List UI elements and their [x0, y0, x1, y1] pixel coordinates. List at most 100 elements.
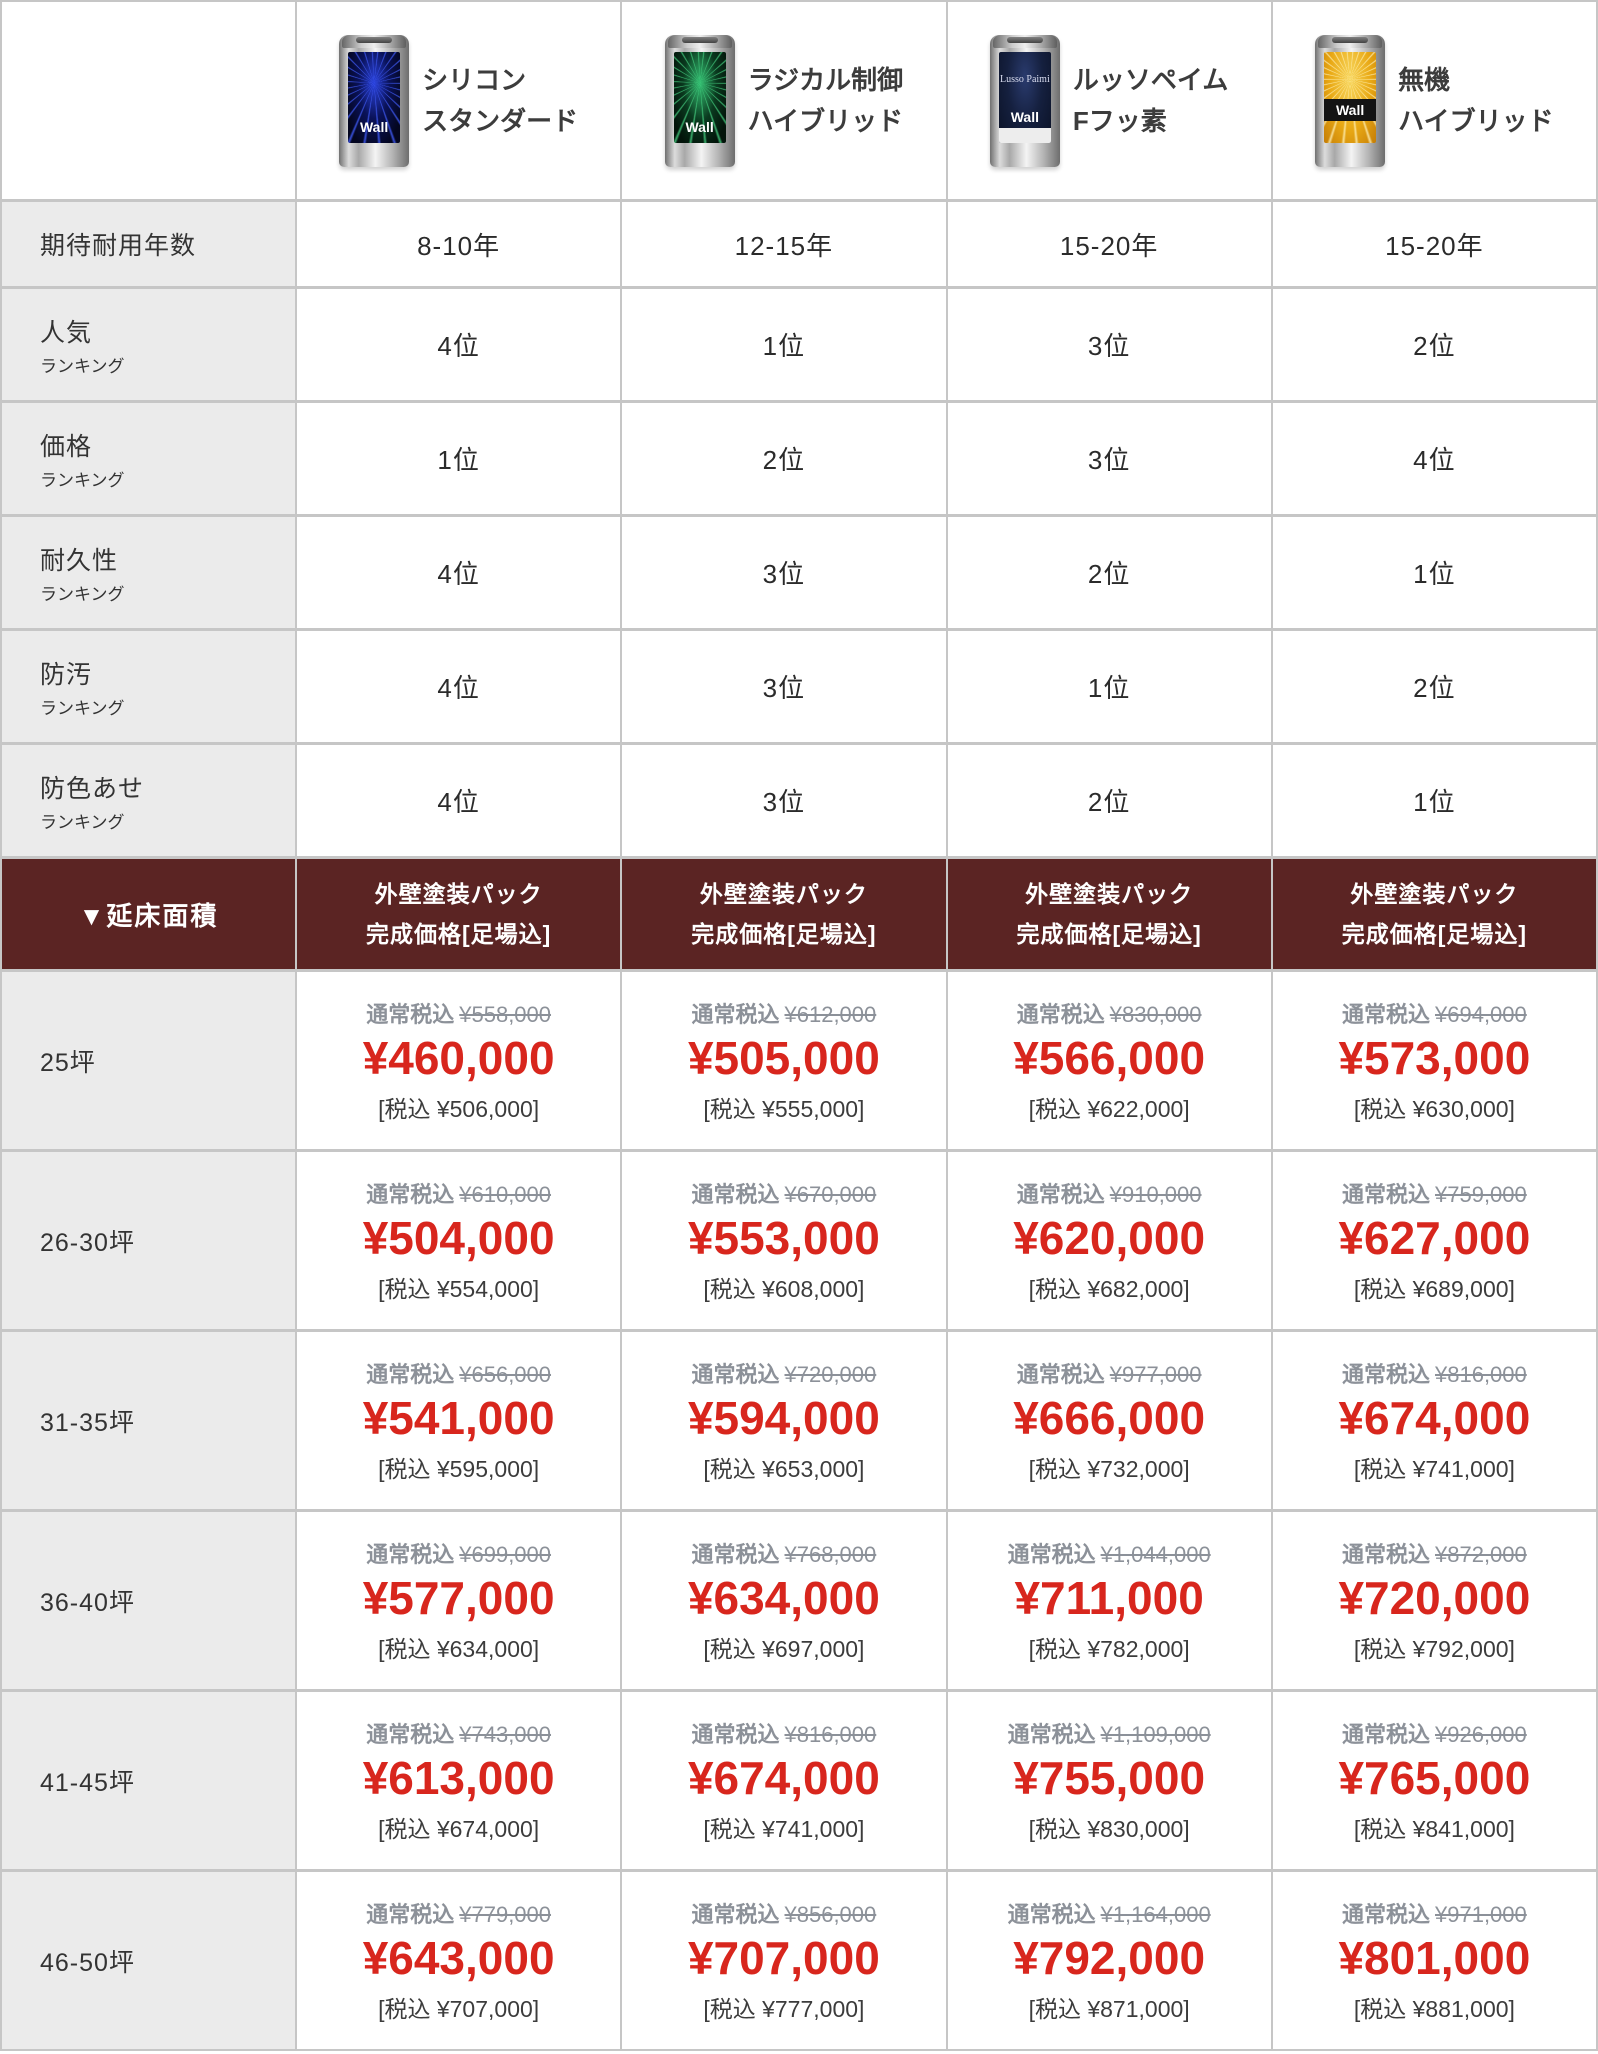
original-price-prefix: 通常税込 [366, 1002, 455, 1028]
tax-included-price: [税込 ¥871,000] [1028, 1995, 1190, 2022]
area-size-label: 31-35坪 [40, 1408, 135, 1437]
spec-value-cell: 4位 [297, 517, 621, 628]
spec-value: 1位 [1413, 559, 1456, 589]
spec-value-cell: 4位 [1272, 403, 1596, 514]
original-price-line: 通常税込 ¥830,000 [1017, 997, 1202, 1029]
original-price-prefix: 通常税込 [366, 1362, 455, 1388]
original-price-prefix: 通常税込 [691, 1182, 780, 1208]
original-price-line: 通常税込 ¥1,109,000 [1008, 1717, 1211, 1749]
spec-value-cell: 2位 [1272, 631, 1596, 742]
price-cell: 通常税込 ¥759,000 ¥627,000 [税込 ¥689,000] [1272, 1152, 1596, 1329]
discount-price: ¥553,000 [687, 1212, 880, 1265]
tax-included-price: [税込 ¥634,000] [378, 1635, 540, 1662]
product-name: 無機 ハイブリッド [1398, 60, 1553, 141]
spec-row-label-cell: 人気 ランキング [2, 289, 295, 400]
original-price-struck: ¥1,109,000 [1100, 1722, 1211, 1748]
tax-included-price: [税込 ¥841,000] [1353, 1815, 1515, 1842]
original-price-struck: ¥816,000 [784, 1722, 877, 1748]
discount-price: ¥594,000 [687, 1392, 880, 1445]
product-name: ラジカル制御 ハイブリッド [748, 60, 903, 141]
price-column-header-cell: 外壁塗装パック 完成価格[足場込] [947, 859, 1271, 969]
price-cell: 通常税込 ¥612,000 ¥505,000 [税込 ¥555,000] [622, 972, 946, 1149]
spec-value: 4位 [437, 331, 480, 361]
tax-included-price: [税込 ¥674,000] [378, 1815, 540, 1842]
can-wall-text: Wall [1010, 108, 1039, 125]
area-size-label-cell: 46-50坪 [2, 1872, 295, 2049]
spec-value: 3位 [762, 673, 806, 703]
spec-row-label: 期待耐用年数 [40, 232, 197, 260]
spec-value-cell: 1位 [1272, 745, 1596, 856]
original-price-line: 通常税込 ¥816,000 [1342, 1357, 1527, 1389]
original-price-line: 通常税込 ¥694,000 [1342, 997, 1527, 1029]
product-header-cell: Wall ラジカル制御 ハイブリッド [622, 2, 946, 199]
original-price-struck: ¥558,000 [459, 1002, 552, 1028]
original-price-line: 通常税込 ¥759,000 [1342, 1177, 1527, 1209]
can-label-art: Wall [348, 51, 401, 143]
spec-value: 3位 [762, 559, 806, 589]
price-cell: 通常税込 ¥856,000 ¥707,000 [税込 ¥777,000] [622, 1872, 946, 2049]
tax-included-price: [税込 ¥792,000] [1353, 1635, 1515, 1662]
tax-included-price: [税込 ¥782,000] [1028, 1635, 1190, 1662]
spec-value-cell: 3位 [622, 631, 946, 742]
spec-value-cell: 2位 [1272, 289, 1596, 400]
discount-price: ¥504,000 [362, 1212, 555, 1265]
spec-row-label-cell: 耐久性 ランキング [2, 517, 295, 628]
area-size-label-cell: 25坪 [2, 972, 295, 1149]
price-cell: 通常税込 ¥743,000 ¥613,000 [税込 ¥674,000] [297, 1692, 621, 1869]
price-column-title-line1: 外壁塗装パック [1350, 880, 1519, 907]
price-column-title-line2: 完成価格[足場込] [1016, 921, 1202, 947]
spec-value: 3位 [762, 787, 806, 817]
paint-can-lusso-icon: Lusso Paimi Wall [989, 34, 1060, 167]
can-handle [1332, 36, 1369, 43]
original-price-struck: ¥910,000 [1109, 1182, 1202, 1208]
spec-value: 4位 [437, 787, 480, 817]
discount-price: ¥627,000 [1338, 1212, 1531, 1265]
original-price-struck: ¥670,000 [784, 1182, 877, 1208]
tax-included-price: [税込 ¥697,000] [703, 1635, 865, 1662]
discount-price: ¥711,000 [1014, 1572, 1204, 1625]
original-price-line: 通常税込 ¥768,000 [691, 1537, 876, 1569]
area-size-label: 46-50坪 [40, 1948, 135, 1977]
can-handle [1006, 36, 1043, 43]
product-name-line1: ルッソペイム [1072, 65, 1229, 96]
spec-value: 1位 [1087, 673, 1131, 703]
discount-price: ¥666,000 [1013, 1392, 1206, 1445]
spec-row-label: 防汚 [40, 660, 93, 689]
original-price-line: 通常税込 ¥699,000 [366, 1537, 551, 1569]
price-cell: 通常税込 ¥558,000 ¥460,000 [税込 ¥506,000] [297, 972, 621, 1149]
discount-price: ¥505,000 [687, 1032, 880, 1085]
can-handle [681, 36, 718, 43]
tax-included-price: [税込 ¥554,000] [378, 1275, 540, 1302]
area-header-cell: ▼延床面積 [2, 859, 295, 969]
original-price-line: 通常税込 ¥610,000 [366, 1177, 551, 1209]
discount-price: ¥801,000 [1338, 1932, 1531, 1985]
spec-value: 15-20年 [1059, 230, 1159, 261]
original-price-line: 通常税込 ¥872,000 [1342, 1537, 1527, 1569]
spec-value: 4位 [437, 559, 480, 589]
original-price-prefix: 通常税込 [366, 1722, 455, 1748]
can-wall-text: Wall [359, 118, 389, 135]
discount-price: ¥792,000 [1013, 1932, 1206, 1985]
price-cell: 通常税込 ¥971,000 ¥801,000 [税込 ¥881,000] [1272, 1872, 1596, 2049]
can-label-art: Wall [1324, 51, 1377, 143]
spec-value-cell: 3位 [947, 403, 1271, 514]
spec-row-sublabel: ランキング [40, 356, 125, 376]
original-price-prefix: 通常税込 [1341, 1542, 1430, 1568]
original-price-prefix: 通常税込 [1341, 1362, 1430, 1388]
spec-value: 1位 [437, 445, 480, 475]
original-price-prefix: 通常税込 [1341, 1722, 1430, 1748]
product-name-line2: スタンダード [422, 105, 579, 136]
spec-value-cell: 15-20年 [1272, 202, 1596, 286]
spec-row-label-cell: 価格 ランキング [2, 403, 295, 514]
original-price-prefix: 通常税込 [691, 1002, 780, 1028]
price-cell: 通常税込 ¥1,109,000 ¥755,000 [税込 ¥830,000] [947, 1692, 1271, 1869]
paint-can-muki-icon: Wall [1315, 34, 1386, 167]
discount-price: ¥674,000 [1338, 1392, 1531, 1445]
original-price-struck: ¥971,000 [1435, 1902, 1527, 1928]
spec-value-cell: 8-10年 [297, 202, 621, 286]
discount-price: ¥541,000 [362, 1392, 555, 1445]
price-cell: 通常税込 ¥830,000 ¥566,000 [税込 ¥622,000] [947, 972, 1271, 1149]
price-column-header-cell: 外壁塗装パック 完成価格[足場込] [622, 859, 946, 969]
price-cell: 通常税込 ¥656,000 ¥541,000 [税込 ¥595,000] [297, 1332, 621, 1509]
